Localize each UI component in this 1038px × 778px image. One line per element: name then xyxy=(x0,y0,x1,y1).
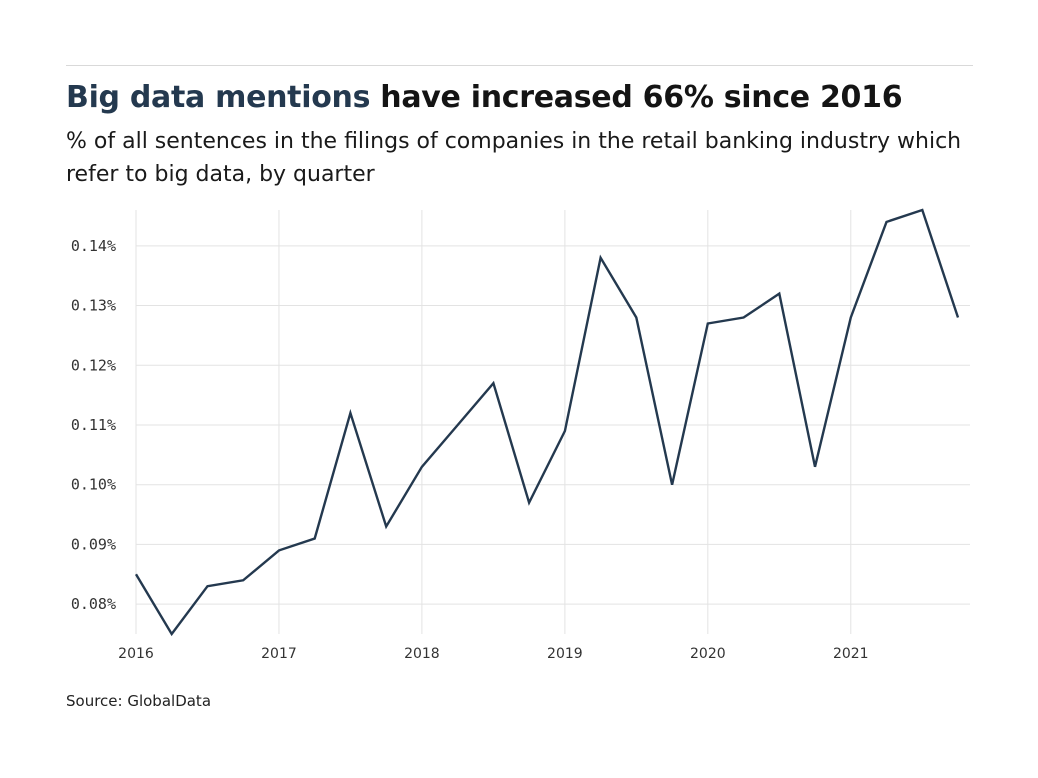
y-tick-label: 0.10% xyxy=(71,476,116,494)
y-tick-label: 0.11% xyxy=(71,416,116,434)
x-axis-labels: 2016 2017 2018 2019 2020 2021 xyxy=(118,646,868,662)
title-highlight: Big data mentions xyxy=(66,80,371,115)
series-line xyxy=(134,208,960,637)
top-rule xyxy=(66,65,973,66)
x-tick-label: 2017 xyxy=(261,646,297,662)
y-gridlines xyxy=(136,245,970,605)
y-tick-label: 0.13% xyxy=(71,297,116,315)
source-note: Source: GlobalData xyxy=(66,692,212,710)
y-tick-label: 0.12% xyxy=(71,356,116,374)
series-group xyxy=(134,208,960,637)
x-tick-label: 2021 xyxy=(833,646,869,662)
title-rest: have increased 66% since 2016 xyxy=(370,80,903,115)
y-tick-label: 0.09% xyxy=(71,535,116,553)
x-tick-label: 2019 xyxy=(547,646,583,662)
x-tick-label: 2018 xyxy=(404,646,440,662)
y-tick-label: 0.08% xyxy=(71,595,116,613)
y-axis-labels: 0.08% 0.09% 0.10% 0.11% 0.12% 0.13% 0.14% xyxy=(71,237,116,613)
x-tick-label: 2020 xyxy=(690,646,726,662)
chart-title: Big data mentions have increased 66% sin… xyxy=(66,80,903,115)
x-gridlines xyxy=(135,210,852,634)
x-tick-label: 2016 xyxy=(118,646,154,662)
chart-subtitle: % of all sentences in the filings of com… xyxy=(66,129,962,187)
y-tick-label: 0.14% xyxy=(71,237,116,255)
